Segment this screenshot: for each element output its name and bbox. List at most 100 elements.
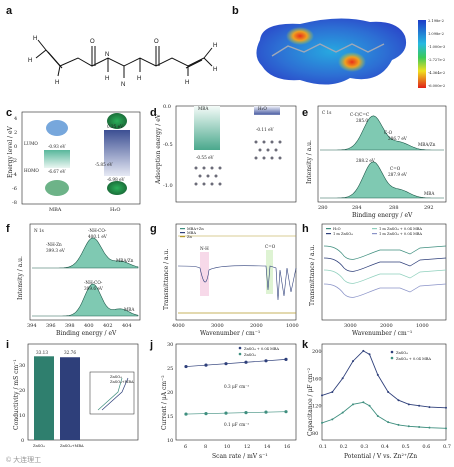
- ytick-j-4: 30: [167, 342, 173, 348]
- icat-1: ZnSO₄+MBA: [60, 444, 84, 448]
- esp-molecule-skeleton: [271, 43, 385, 57]
- point-1-3: [244, 411, 248, 415]
- inset-curve-1: [97, 377, 123, 411]
- xtick-k-5: 0.6: [422, 444, 430, 450]
- panel-label-h: h: [302, 223, 309, 235]
- point-1-1: [204, 412, 208, 416]
- ytick-c-4: -4: [12, 172, 17, 178]
- xtick-e-1: 284: [352, 205, 362, 211]
- peak-e-2: 285.0: [356, 118, 368, 123]
- esp-negative-region-2: [338, 52, 366, 72]
- legend-h-1: 1 m ZnSO₄: [333, 232, 353, 236]
- lumo-orbital-mba: [46, 120, 68, 136]
- adsorption-bar-0: [194, 106, 220, 150]
- xtick-k-2: 0.3: [360, 444, 368, 450]
- point-1-5: [284, 410, 288, 414]
- marker-1-5: [368, 404, 371, 407]
- level-lumo: LUMO: [24, 141, 38, 146]
- fit-line-1: [185, 411, 287, 415]
- xtick-h-1: 2000: [380, 323, 393, 329]
- gap-bar-h2o: [104, 130, 130, 176]
- point-1-2: [224, 411, 228, 415]
- plot-frame-e: [317, 105, 447, 203]
- point-0-5: [284, 357, 288, 361]
- band-label-nh: N-H: [200, 246, 209, 251]
- point-0-1: [204, 363, 208, 367]
- ytick-j-2: 20: [167, 390, 173, 396]
- conductivity-bar-0: [34, 356, 54, 440]
- xtick-j-4: 14: [264, 444, 270, 450]
- ftir-znso4: [323, 257, 447, 272]
- xtick-j-3: 12: [244, 444, 250, 450]
- panel-k: k Capacitance / μF cm⁻² 80 120 160 200 ZnSO…: [302, 339, 451, 460]
- atom-h3: H: [55, 80, 59, 86]
- plot-frame-k: [321, 343, 447, 441]
- panel-c: c Energy level / eV 4 2 0 -2 -4 -6 -8 LU…: [6, 107, 141, 213]
- marker-0-12: [445, 406, 447, 409]
- point-0-2: [224, 362, 228, 366]
- xtick-j-0: 6: [184, 444, 187, 450]
- ftir-h2o: [323, 245, 447, 260]
- ytick-c-2: 0: [14, 144, 17, 150]
- peak-e-0: C-C/C=C: [350, 112, 369, 117]
- marker-1-9: [407, 425, 410, 428]
- peak-f-4: -NH-Zn: [46, 242, 62, 247]
- panel-label-d: d: [150, 107, 157, 119]
- point-0-4: [264, 359, 268, 363]
- peak-f-1: 400.1 eV: [88, 234, 108, 239]
- homo-orbital-mba: [45, 180, 69, 196]
- legend-swatch-h-1: [326, 233, 331, 235]
- point-0-0: [184, 364, 188, 369]
- title-f: N 1s: [34, 228, 44, 233]
- peak-e-1: C-O: [384, 130, 393, 135]
- slope-j-0: 0.3 μF cm⁻²: [224, 384, 249, 389]
- legend-k-0: ZnSO₄: [396, 351, 408, 355]
- atom-h1: H: [33, 36, 37, 42]
- inset-curve-2: [101, 377, 129, 411]
- value-h2o-lumo: 0.25 eV: [107, 124, 124, 129]
- atom-h2: H: [28, 58, 32, 64]
- ytick-j-1: 15: [167, 414, 173, 420]
- icat-0: ZnSO₄: [33, 444, 45, 448]
- legend-g-1: MBA: [187, 231, 196, 235]
- panel-i: i Conductivity / mS cm⁻¹ 0 10 20 30 33.1…: [6, 339, 139, 448]
- ytick-i-2: 20: [19, 388, 25, 394]
- homo-orbital-h2o: [107, 181, 127, 195]
- legend-k-1: ZnSO₄ + 0.04 MBA: [396, 357, 431, 361]
- ftir-znso4-mba-a: [323, 269, 447, 284]
- point-1-4: [264, 410, 268, 414]
- xps-n1s-mbazn: [32, 237, 139, 269]
- legend-swatch-g-2: [180, 236, 185, 238]
- xtick-k-4: 0.5: [402, 444, 410, 450]
- dval-mba: -0.55 eV: [196, 155, 215, 160]
- band-nh: [200, 252, 209, 296]
- marker-1-2: [341, 411, 344, 414]
- xtick-g-1: 3000: [211, 323, 224, 329]
- plot-frame-d: [175, 105, 297, 203]
- ytick-i-3: 30: [19, 363, 25, 369]
- xtick-f-1: 396: [46, 323, 56, 329]
- ylabel-j: Current / μA cm⁻²: [161, 375, 168, 430]
- panel-b: b 2.198e-2 1.098e-2 -1.000e-3 -2.727e-2 …: [232, 5, 446, 88]
- plot-frame-c: [21, 111, 141, 205]
- legend-h-3: 1 m ZnSO₄ + 0.04 MBA: [379, 232, 422, 236]
- legend-swatch-h-3: [372, 233, 377, 235]
- xtick-k-6: 0.7: [443, 444, 451, 450]
- plot-frame-h: [321, 223, 447, 321]
- legend-h-2: 1 m ZnSO₄ + 0.04 MBA: [379, 227, 422, 231]
- ival-0: 33.13: [36, 350, 48, 355]
- legend-j-0: ZnSO₄ + 0.04 MBA: [244, 347, 279, 351]
- value-mba-gap: -5.85 eV: [95, 162, 114, 167]
- atom-h6: H: [185, 80, 189, 86]
- xtick-h-0: 3000: [344, 323, 357, 329]
- xlabel-k: Potential / V vs. Zn²⁺/Zn: [344, 453, 417, 460]
- value-h2o-homo: -6.98 eV: [107, 177, 126, 182]
- ylabel-e: Intensity / a.u.: [306, 140, 313, 184]
- atom-o2: O: [154, 39, 159, 45]
- marker-1-3: [352, 403, 354, 406]
- xtick-g-3: 1000: [286, 323, 299, 329]
- peak-f-5: 399.3 eV: [46, 248, 66, 253]
- marker-0-9: [407, 403, 410, 406]
- ylabel-g: Transmittance / a.u.: [163, 249, 170, 310]
- marker-0-7: [387, 391, 390, 393]
